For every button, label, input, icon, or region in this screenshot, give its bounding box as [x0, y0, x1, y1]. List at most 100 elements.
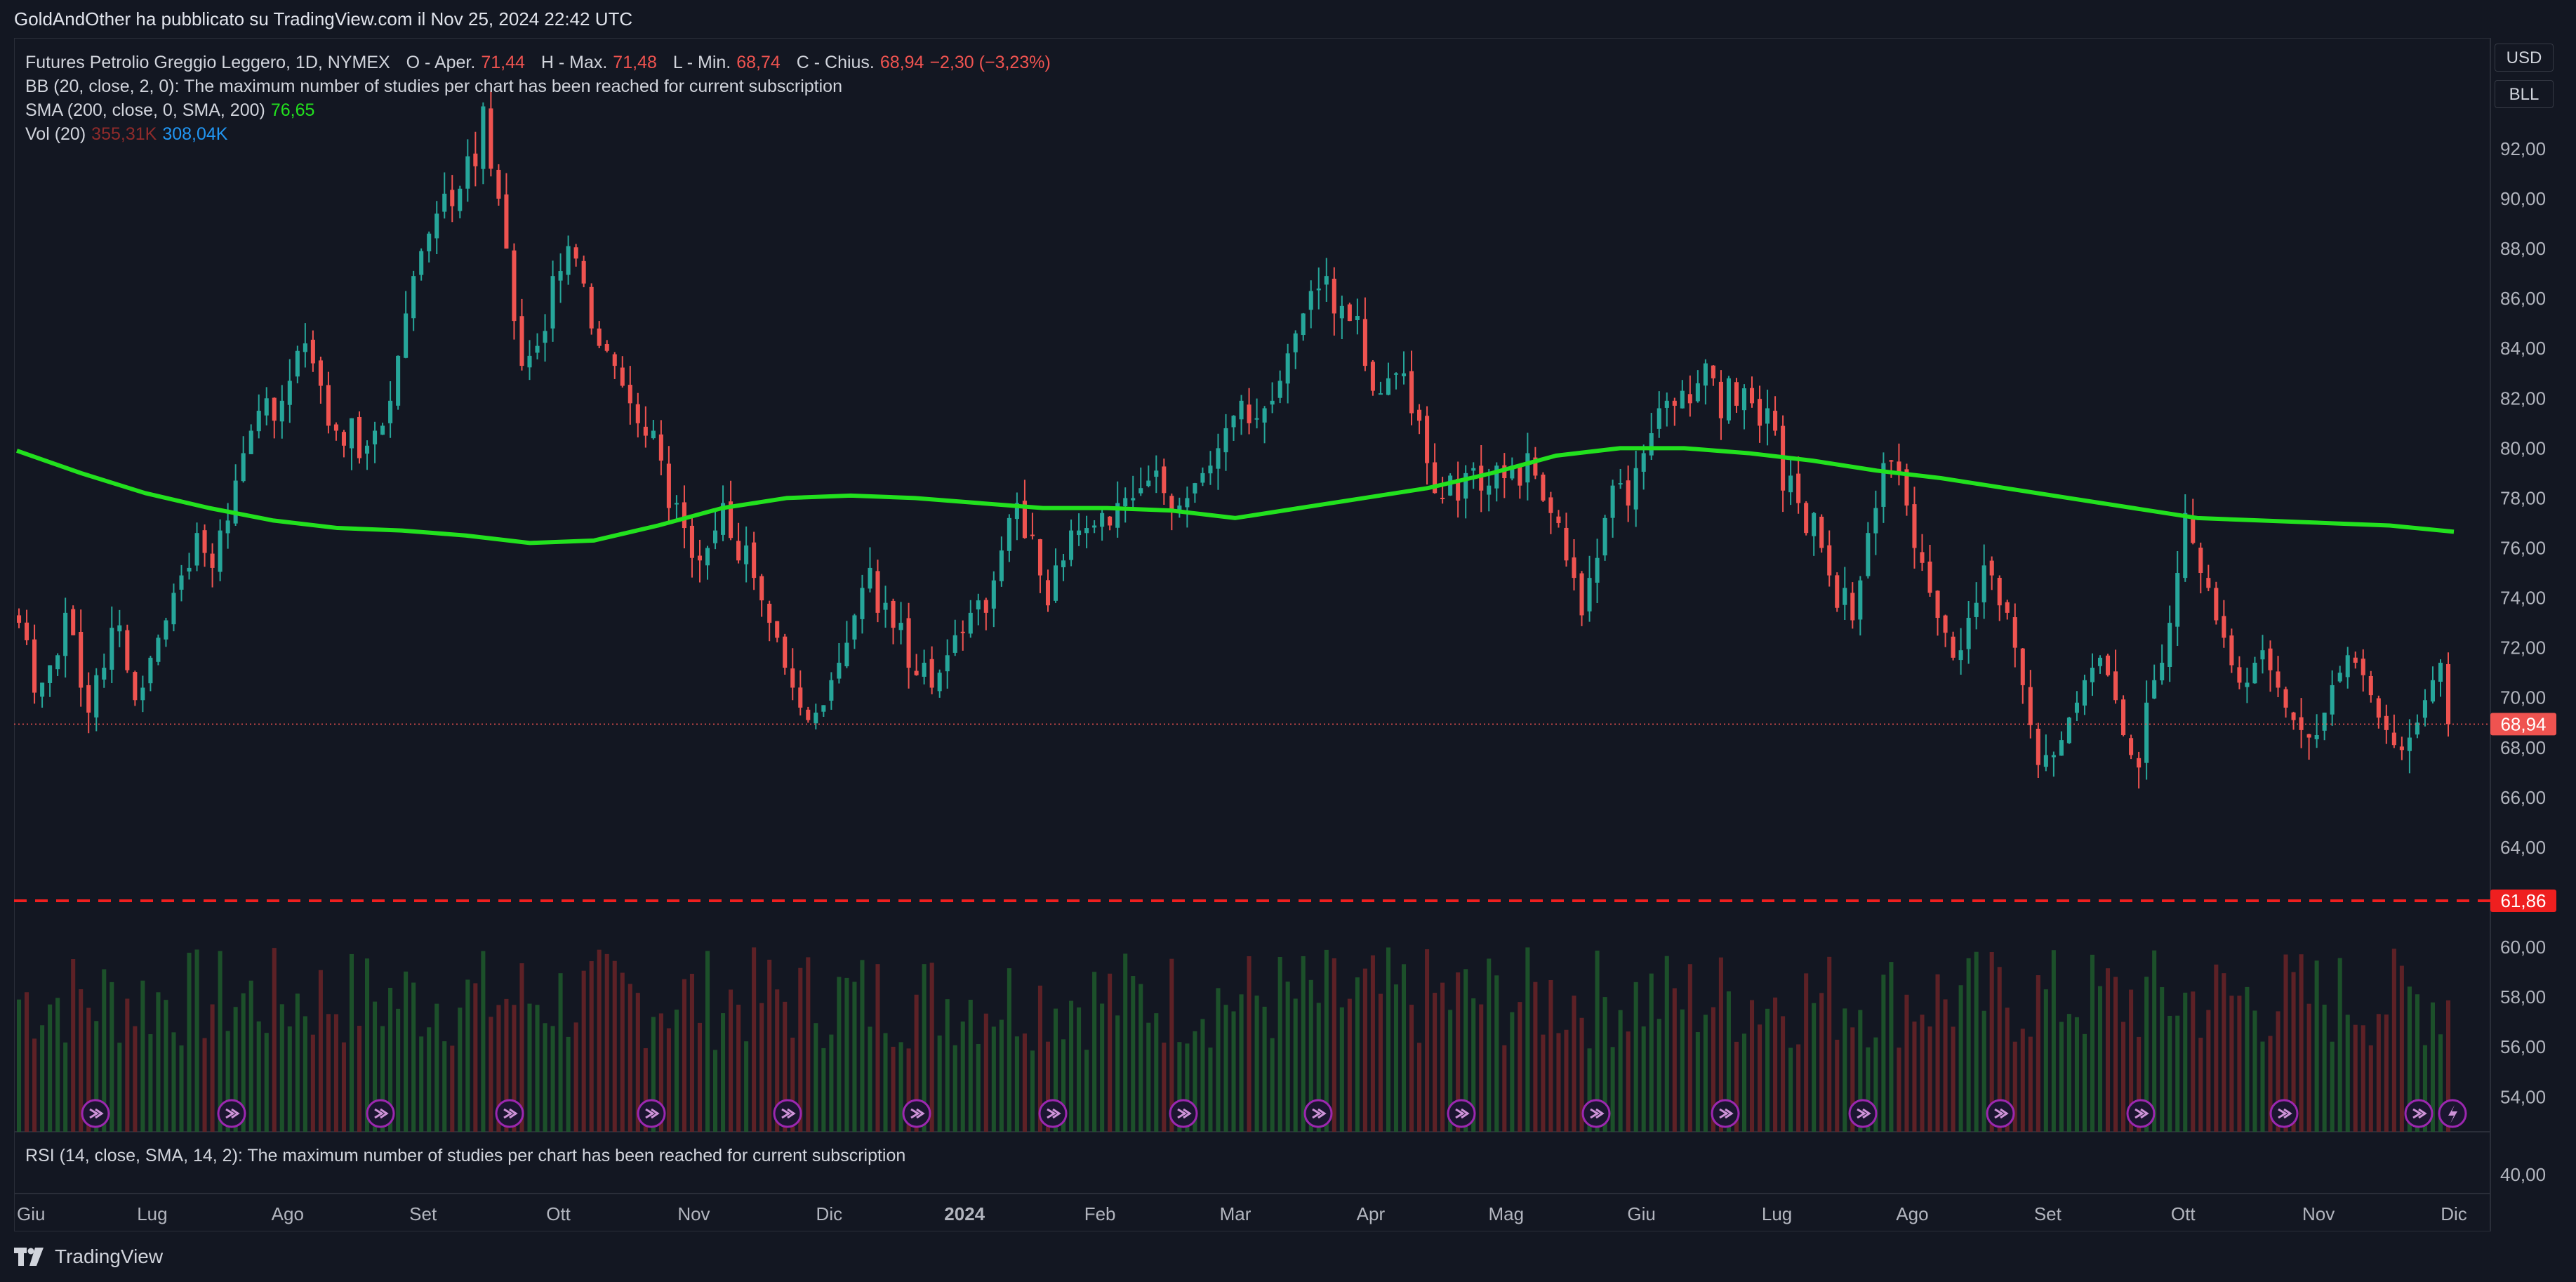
volume-indicator-label[interactable]: Vol (20) [25, 124, 86, 144]
candle-body [2322, 713, 2327, 731]
y-axis-tick-label: 90,00 [2500, 188, 2546, 209]
open-value: 71,44 [481, 53, 525, 72]
volume-bar [1463, 969, 1468, 1132]
brand-name: TradingView [55, 1245, 164, 1267]
volume-bar [1981, 1010, 1986, 1132]
candle-body [2183, 513, 2188, 579]
rsi-indicator-label[interactable]: RSI (14, close, SMA, 14, 2): The maximum… [25, 1146, 906, 1165]
volume-bar [705, 951, 710, 1132]
candle-body [2106, 655, 2111, 675]
bb-indicator-label[interactable]: BB (20, close, 2, 0): The maximum number… [25, 77, 842, 96]
volume-bar [318, 970, 323, 1132]
event-marker-arrow-icon [910, 1108, 925, 1119]
volume-bar [1935, 974, 1940, 1132]
unit-button[interactable]: BLL [2495, 80, 2554, 108]
volume-bar [2129, 989, 2134, 1132]
volume-bar [573, 1022, 578, 1132]
x-axis-tick-label: Apr [1357, 1203, 1386, 1224]
volume-bar [2183, 992, 2188, 1132]
candle-body [2376, 698, 2381, 718]
candle-body [55, 655, 60, 670]
volume-bar [1641, 1026, 1646, 1132]
volume-bar [1378, 993, 1383, 1132]
event-marker-arrow-icon [1590, 1108, 1605, 1119]
volume-bar [1239, 994, 1244, 1132]
volume-bar [1741, 1033, 1747, 1132]
volume-bar [1007, 968, 1011, 1132]
volume-bar [798, 967, 803, 1132]
x-axis-tick-label: Ott [546, 1203, 571, 1224]
x-axis-tick-label: 2024 [944, 1203, 985, 1224]
volume-bar [1100, 1003, 1105, 1132]
candle-body [512, 250, 517, 322]
volume-bar [1510, 1012, 1515, 1132]
candle-body [2198, 548, 2203, 574]
volume-bar [2345, 1015, 2350, 1132]
candle-body [473, 153, 478, 166]
volume-bar [2276, 1011, 2280, 1132]
volume-bar [1277, 957, 1282, 1132]
candle-body [2291, 712, 2296, 720]
symbol-label[interactable]: Futures Petrolio Greggio Leggero, 1D, NY… [25, 53, 390, 72]
volume-bar [434, 1003, 439, 1132]
volume-bar [303, 1016, 307, 1132]
candle-body [1827, 545, 1832, 576]
volume-bar [1912, 1022, 1917, 1132]
candle-body [2082, 680, 2087, 706]
volume-bar [63, 1042, 68, 1132]
candle-body [1572, 557, 1576, 579]
volume-bar [1889, 962, 1894, 1132]
volume-bar [1355, 977, 1360, 1132]
candle-body [450, 190, 455, 206]
volume-bar [1734, 1041, 1739, 1132]
y-axis-tick-label: 60,00 [2500, 937, 2546, 958]
candle-body [1131, 498, 1136, 501]
candle-body [651, 430, 656, 439]
volume-bar [171, 1032, 176, 1132]
candle-body [272, 397, 277, 421]
lightning-icon [2448, 1105, 2457, 1123]
candle-body [1262, 408, 1267, 423]
candle-body [333, 424, 338, 431]
volume-bar [1301, 956, 1306, 1132]
currency-button[interactable]: USD [2495, 44, 2554, 72]
candle-body [2407, 737, 2412, 751]
volume-bar [875, 964, 880, 1132]
candle-body [434, 213, 439, 239]
candle-body [1649, 433, 1654, 456]
candle-body [496, 169, 501, 199]
candle-body [1456, 479, 1461, 501]
candle-body [597, 328, 602, 346]
volume-bar [2005, 1007, 2010, 1132]
candle-body [2012, 617, 2017, 648]
candle-body [658, 434, 663, 461]
candle-body [1927, 561, 1932, 593]
volume-bar [465, 979, 470, 1132]
candle-body [1285, 353, 1290, 384]
volume-bar [1850, 1027, 1855, 1132]
volume-bar [1045, 1041, 1051, 1132]
candle-body [682, 502, 686, 529]
volume-bar [458, 1007, 463, 1132]
volume-bar [790, 1037, 795, 1132]
candle-body [1200, 473, 1205, 483]
volume-bar [558, 973, 563, 1132]
volume-bar [1835, 1039, 1840, 1132]
sma-indicator-label[interactable]: SMA (200, close, 0, SMA, 200) [25, 100, 265, 120]
candle-body [906, 618, 911, 668]
volume-bar [860, 960, 865, 1132]
candle-body [1765, 408, 1770, 424]
volume-bar [1448, 1010, 1453, 1132]
volume-bar [1773, 997, 1778, 1132]
candle-body [666, 463, 671, 508]
candle-body [125, 630, 130, 670]
volume-bar [2384, 1014, 2389, 1132]
volume-bar [1324, 949, 1329, 1132]
tradingview-logo[interactable]: TradingView [14, 1245, 163, 1268]
volume-bar [248, 980, 253, 1132]
candle-body [2222, 616, 2226, 638]
volume-bar [333, 1014, 338, 1132]
volume-bar [2268, 1036, 2273, 1132]
volume-bar [2430, 1002, 2435, 1132]
